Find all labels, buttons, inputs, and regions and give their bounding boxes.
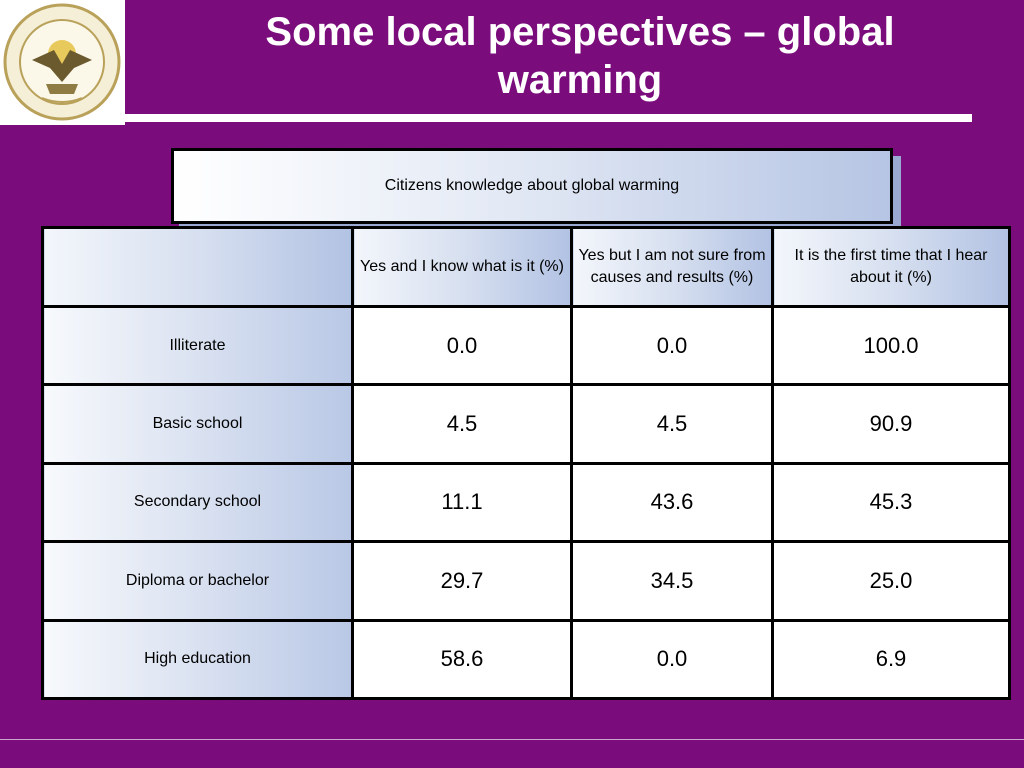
table-cell: 4.5 — [351, 383, 573, 465]
table-cell: 34.5 — [570, 540, 774, 622]
column-header-unsure: Yes but I am not sure from causes and re… — [570, 226, 774, 308]
table-cell: 43.6 — [570, 461, 774, 544]
column-header-first-time: It is the first time that I hear about i… — [771, 226, 1011, 308]
row-label: High education — [41, 618, 354, 701]
table-cell: 90.9 — [771, 383, 1011, 465]
table-row: Basic school 4.5 4.5 90.9 — [41, 383, 1011, 465]
table-row: Secondary school 11.1 43.6 45.3 — [41, 461, 1011, 544]
table-cell: 25.0 — [771, 540, 1011, 622]
knowledge-table: Yes and I know what is it (%) Yes but I … — [41, 226, 1011, 701]
logo-panel — [0, 0, 125, 125]
table-cell: 29.7 — [351, 540, 573, 622]
table-cell: 58.6 — [351, 618, 573, 701]
table-cell: 0.0 — [351, 304, 573, 387]
column-header-empty — [41, 226, 354, 308]
table-cell: 0.0 — [570, 304, 774, 387]
table-cell: 100.0 — [771, 304, 1011, 387]
slide-title: Some local perspectives – global warming — [265, 10, 895, 102]
column-header-know: Yes and I know what is it (%) — [351, 226, 573, 308]
table-row: High education 58.6 0.0 6.9 — [41, 618, 1011, 701]
row-label: Diploma or bachelor — [41, 540, 354, 622]
table-caption: Citizens knowledge about global warming — [171, 148, 893, 224]
table-cell: 45.3 — [771, 461, 1011, 544]
row-label: Secondary school — [41, 461, 354, 544]
table-row: Illiterate 0.0 0.0 100.0 — [41, 304, 1011, 387]
table-header-row: Yes and I know what is it (%) Yes but I … — [41, 226, 1011, 308]
title-divider — [125, 114, 972, 122]
row-label: Illiterate — [41, 304, 354, 387]
row-label: Basic school — [41, 383, 354, 465]
footer-divider — [0, 739, 1024, 740]
table-cell: 0.0 — [570, 618, 774, 701]
table-cell: 4.5 — [570, 383, 774, 465]
table-cell: 11.1 — [351, 461, 573, 544]
table-row: Diploma or bachelor 29.7 34.5 25.0 — [41, 540, 1011, 622]
table-cell: 6.9 — [771, 618, 1011, 701]
university-seal-icon — [3, 3, 121, 121]
